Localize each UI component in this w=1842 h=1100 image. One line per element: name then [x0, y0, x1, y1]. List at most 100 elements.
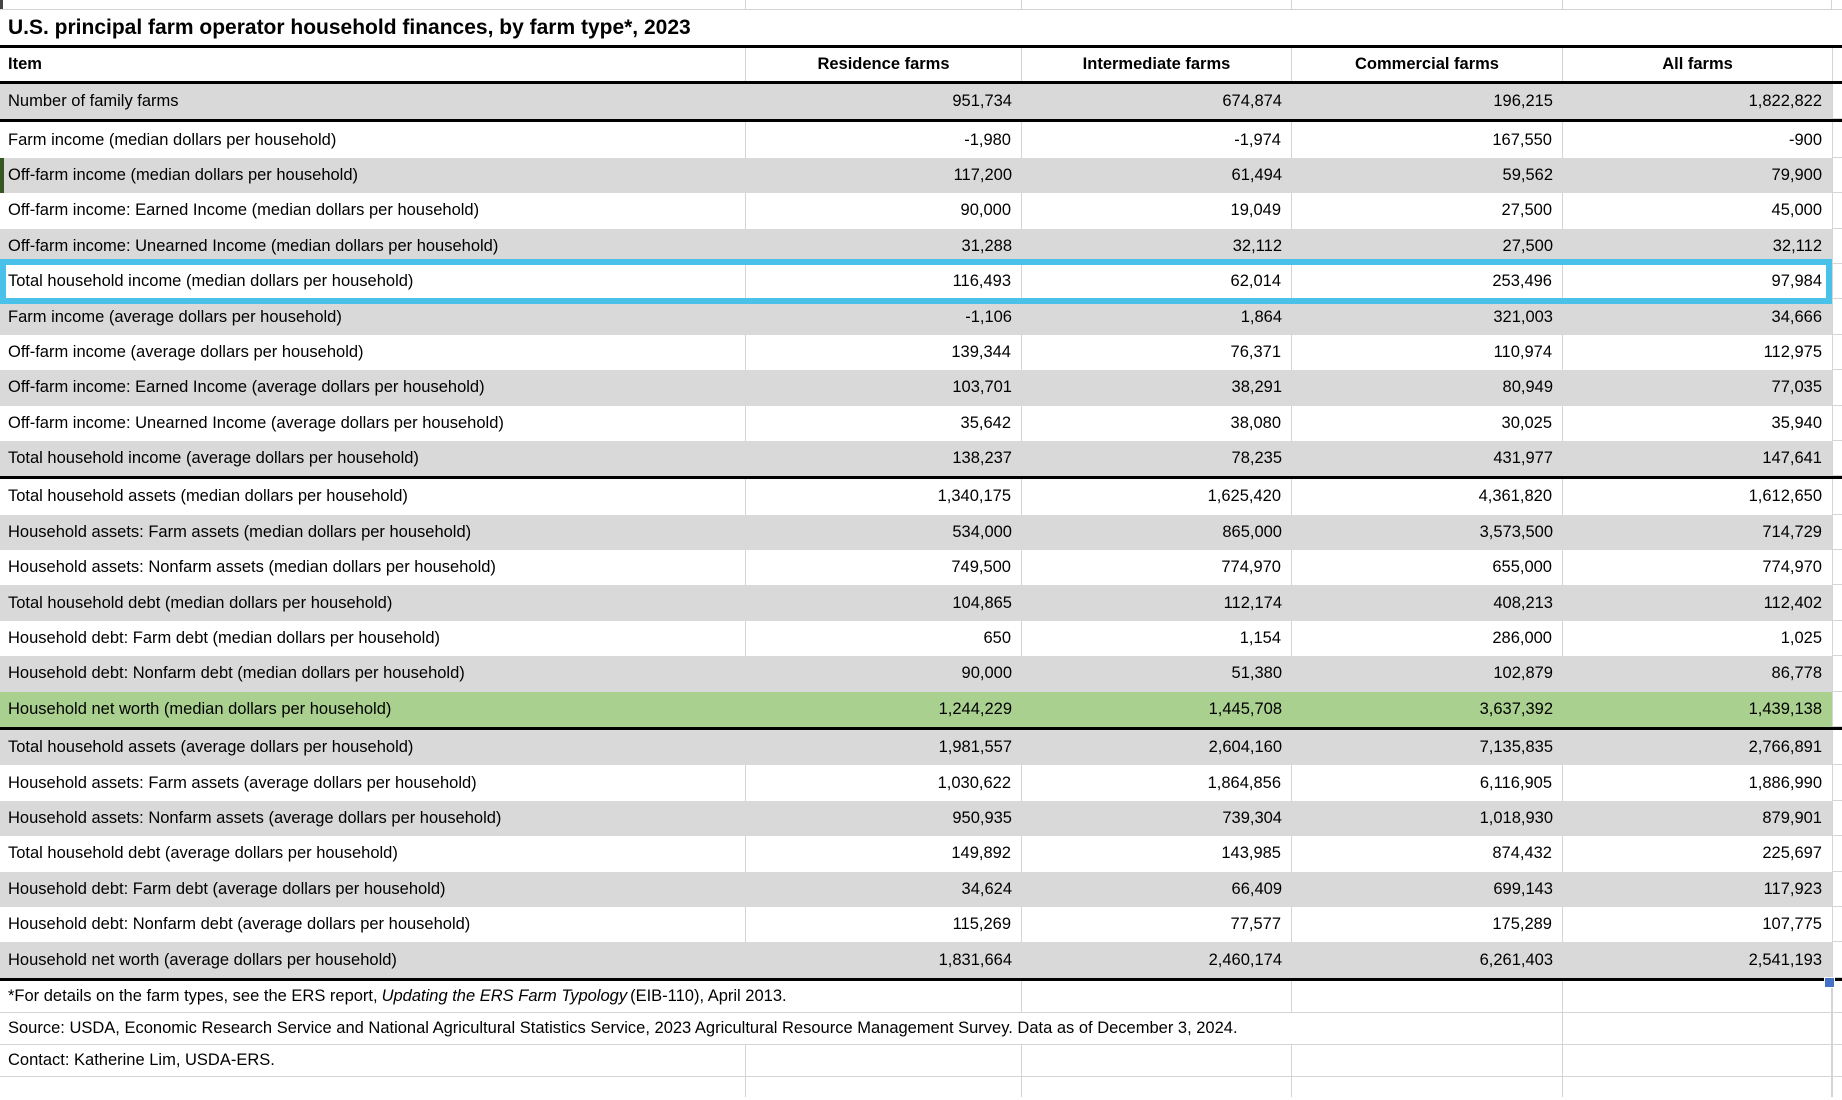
value-cell[interactable]: 149,892	[746, 836, 1022, 872]
value-cell[interactable]: 79,900	[1563, 157, 1832, 194]
value-cell[interactable]: 2,460,174	[1022, 942, 1292, 978]
value-cell[interactable]: 431,977	[1292, 440, 1563, 477]
value-cell[interactable]: 3,637,392	[1292, 691, 1563, 728]
value-cell[interactable]: 6,261,403	[1292, 942, 1563, 978]
grid-cell[interactable]	[1563, 0, 1832, 9]
grid-cell[interactable]	[1022, 1076, 1292, 1097]
value-cell[interactable]: 112,174	[1022, 585, 1292, 621]
value-cell[interactable]: 739,304	[1022, 800, 1292, 837]
value-cell[interactable]: 77,035	[1563, 370, 1832, 406]
grid-cell[interactable]	[1563, 1012, 1832, 1044]
selection-fill-handle[interactable]	[1824, 977, 1835, 988]
value-cell[interactable]: 1,625,420	[1022, 479, 1292, 515]
value-cell[interactable]: 31,288	[746, 228, 1022, 264]
value-cell[interactable]: 107,775	[1762, 915, 1822, 934]
row-label-cell[interactable]: Total household income (median dollars p…	[0, 263, 746, 300]
value-cell[interactable]: 1,030,622	[746, 765, 1022, 801]
value-cell[interactable]: 1,886,990	[1748, 773, 1822, 792]
row-label-cell[interactable]: Household net worth (median dollars per …	[0, 691, 746, 728]
value-cell[interactable]: 138,237	[746, 440, 1022, 477]
row-label-cell[interactable]: Off-farm income: Earned Income (average …	[0, 370, 746, 406]
value-cell[interactable]: 112,402	[1563, 585, 1832, 621]
row-label-cell[interactable]: Household net worth (average dollars per…	[0, 942, 746, 978]
value-cell[interactable]: 2,541,193	[1563, 942, 1832, 978]
table-title-cell[interactable]: U.S. principal farm operator household f…	[0, 10, 1842, 48]
value-cell[interactable]: 78,235	[1022, 440, 1292, 477]
value-cell[interactable]: 650	[746, 620, 1022, 657]
value-cell[interactable]: 774,970	[1022, 550, 1292, 586]
value-cell[interactable]: 34,624	[746, 871, 1022, 907]
grid-cell[interactable]	[0, 0, 746, 9]
row-label-cell[interactable]: Off-farm income: Unearned Income (averag…	[0, 405, 746, 441]
grid-cell[interactable]	[1022, 1044, 1292, 1076]
grid-cell[interactable]	[0, 1076, 746, 1097]
value-cell[interactable]: 225,697	[1762, 844, 1822, 863]
value-cell[interactable]: 97,984	[1771, 272, 1822, 291]
row-label-cell[interactable]: Total household assets (median dollars p…	[0, 479, 746, 515]
value-cell[interactable]: 80,949	[1292, 370, 1563, 406]
value-cell[interactable]: 1,018,930	[1292, 800, 1563, 837]
column-header-all-farms[interactable]: All farms	[1662, 55, 1733, 73]
row-label-cell[interactable]: Off-farm income: Earned Income (median d…	[0, 193, 746, 229]
value-cell[interactable]: 196,215	[1292, 84, 1563, 120]
value-cell[interactable]: 38,080	[1022, 405, 1292, 441]
value-cell[interactable]: 139,344	[746, 334, 1022, 371]
row-label-cell[interactable]: Farm income (median dollars per househol…	[0, 122, 746, 158]
value-cell[interactable]: 1,439,138	[1563, 691, 1832, 728]
value-cell[interactable]: 147,641	[1563, 440, 1832, 477]
value-cell[interactable]: 112,975	[1763, 342, 1822, 361]
value-cell[interactable]: 32,112	[1022, 228, 1292, 264]
grid-cell[interactable]	[1022, 980, 1292, 1012]
value-cell[interactable]: 59,562	[1292, 157, 1563, 194]
value-cell[interactable]: 76,371	[1022, 334, 1292, 371]
value-cell[interactable]: 66,409	[1022, 871, 1292, 907]
value-cell[interactable]: 104,865	[746, 585, 1022, 621]
value-cell[interactable]: 27,500	[1292, 228, 1563, 264]
value-cell[interactable]: 879,901	[1563, 800, 1832, 837]
value-cell[interactable]: 38,291	[1022, 370, 1292, 406]
grid-cell[interactable]	[1563, 1044, 1832, 1076]
value-cell[interactable]: 3,573,500	[1292, 514, 1563, 551]
column-header-intermediate-farms[interactable]: Intermediate farms	[1022, 48, 1292, 81]
value-cell[interactable]: 1,154	[1022, 620, 1292, 657]
value-cell[interactable]: 86,778	[1563, 656, 1832, 692]
value-cell[interactable]: 321,003	[1292, 299, 1563, 335]
value-cell[interactable]: 865,000	[1022, 514, 1292, 551]
value-cell[interactable]: 90,000	[746, 193, 1022, 229]
value-cell[interactable]: 1,981,557	[746, 730, 1022, 766]
value-cell[interactable]: 1,864	[1022, 299, 1292, 335]
value-cell[interactable]: 35,642	[746, 405, 1022, 441]
value-cell[interactable]: 534,000	[746, 514, 1022, 551]
value-cell[interactable]: 19,049	[1022, 193, 1292, 229]
value-cell[interactable]: 90,000	[746, 656, 1022, 692]
value-cell[interactable]: 61,494	[1022, 157, 1292, 194]
value-cell[interactable]: 32,112	[1563, 228, 1832, 264]
value-cell[interactable]: 115,269	[746, 906, 1022, 943]
row-label-cell[interactable]: Number of family farms	[0, 84, 746, 120]
row-label-cell[interactable]: Off-farm income: Unearned Income (median…	[0, 228, 746, 264]
value-cell[interactable]: 699,143	[1292, 871, 1563, 907]
value-cell[interactable]: 175,289	[1292, 906, 1563, 943]
value-cell[interactable]: 6,116,905	[1292, 765, 1563, 801]
source-cell[interactable]: Source: USDA, Economic Research Service …	[0, 1012, 1563, 1044]
value-cell[interactable]: 2,604,160	[1022, 730, 1292, 766]
row-label-cell[interactable]: Household debt: Farm debt (median dollar…	[0, 620, 746, 657]
grid-cell[interactable]	[1292, 0, 1563, 9]
row-label-cell[interactable]: Household assets: Nonfarm assets (median…	[0, 550, 746, 586]
value-cell[interactable]: 286,000	[1292, 620, 1563, 657]
row-label-cell[interactable]: Off-farm income (median dollars per hous…	[0, 157, 746, 194]
grid-cell[interactable]	[746, 0, 1022, 9]
value-cell[interactable]: 7,135,835	[1292, 730, 1563, 766]
value-cell[interactable]: 950,935	[746, 800, 1022, 837]
value-cell[interactable]: 117,923	[1563, 871, 1832, 907]
row-label-cell[interactable]: Household debt: Nonfarm debt (median dol…	[0, 656, 746, 692]
value-cell[interactable]: 655,000	[1292, 550, 1563, 586]
value-cell[interactable]: 951,734	[746, 84, 1022, 120]
row-label-cell[interactable]: Household assets: Farm assets (median do…	[0, 514, 746, 551]
column-header-commercial-farms[interactable]: Commercial farms	[1292, 48, 1563, 81]
row-label-cell[interactable]: Household assets: Farm assets (average d…	[0, 765, 746, 801]
row-label-cell[interactable]: Farm income (average dollars per househo…	[0, 299, 746, 335]
value-cell[interactable]: 774,970	[1762, 558, 1822, 577]
row-label-cell[interactable]: Total household debt (median dollars per…	[0, 585, 746, 621]
value-cell[interactable]: -900	[1788, 130, 1822, 149]
